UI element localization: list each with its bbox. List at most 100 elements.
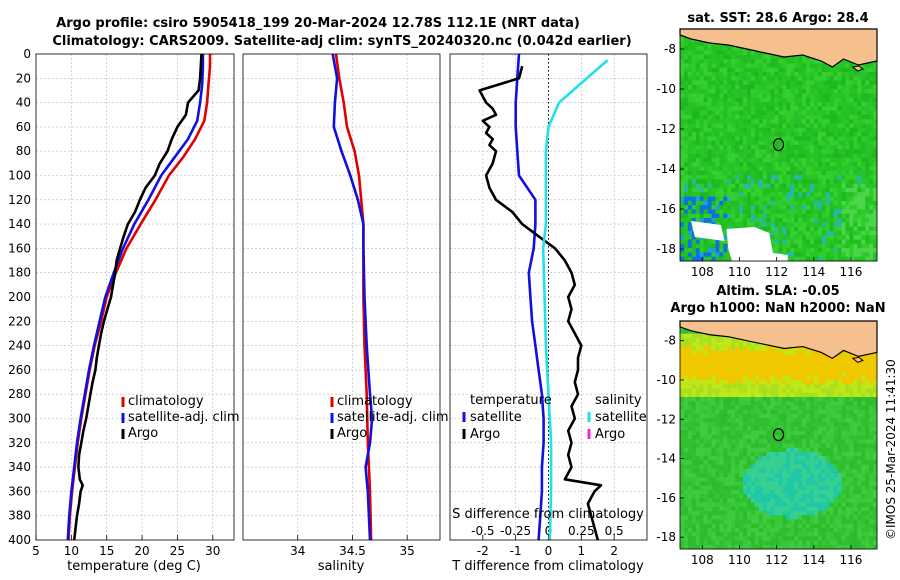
map-cell xyxy=(774,192,779,197)
map-cell xyxy=(813,252,819,258)
map-cell xyxy=(719,187,724,193)
map-cell xyxy=(762,67,768,73)
map-cell xyxy=(762,473,768,478)
map-cell xyxy=(695,127,701,133)
map-cell xyxy=(802,256,807,262)
map-cell xyxy=(790,192,795,197)
map-cell xyxy=(786,230,791,236)
map-cell xyxy=(683,536,689,541)
map-cell xyxy=(849,149,854,154)
map-cell xyxy=(829,127,835,133)
map-cell xyxy=(750,67,756,73)
map-cell xyxy=(683,205,689,210)
map-cell xyxy=(849,145,854,150)
map-cell xyxy=(691,375,697,381)
map-cell xyxy=(699,123,705,129)
map-cell xyxy=(687,157,693,163)
map-cell xyxy=(778,192,783,197)
map-cell xyxy=(857,166,862,172)
map-cell xyxy=(754,59,760,64)
map-cell xyxy=(750,375,756,381)
map-cell xyxy=(829,196,835,202)
map-cell xyxy=(687,363,693,368)
map-cell xyxy=(774,170,779,176)
map-cell xyxy=(766,166,772,172)
map-cell xyxy=(857,205,862,210)
map-cell xyxy=(699,93,705,99)
map-cell xyxy=(715,256,720,262)
y-tick-label: 20 xyxy=(16,71,31,85)
map-cell xyxy=(794,536,799,541)
map-cell xyxy=(774,110,779,116)
map-cell xyxy=(687,430,693,436)
map-cell xyxy=(774,418,779,423)
map-cell xyxy=(873,67,878,73)
map-cell xyxy=(873,149,878,154)
map-cell xyxy=(746,84,752,90)
map-cell xyxy=(731,519,736,525)
map-cell xyxy=(711,162,716,167)
map-cell xyxy=(817,401,823,406)
map-cell xyxy=(873,256,878,262)
map-cell xyxy=(778,388,783,394)
map-cell xyxy=(727,110,732,116)
map-cell xyxy=(743,162,748,167)
map-cell xyxy=(845,80,850,86)
map-cell xyxy=(833,93,838,99)
map-cell xyxy=(695,54,701,60)
map-cell xyxy=(680,375,685,381)
map-cell xyxy=(798,127,803,133)
map-cell xyxy=(837,213,842,219)
map-cell xyxy=(699,252,705,258)
map-cell xyxy=(798,192,803,197)
map-cell xyxy=(687,544,693,550)
map-cell xyxy=(680,235,685,240)
map-cell xyxy=(825,519,831,525)
map-cell xyxy=(782,430,787,436)
map-cell xyxy=(727,468,732,474)
map-cell xyxy=(810,166,815,172)
map-cell xyxy=(680,489,685,495)
map-cell xyxy=(782,536,787,541)
map-cell xyxy=(786,127,791,133)
map-cell xyxy=(758,346,764,351)
map-cell xyxy=(739,489,744,495)
map-cell xyxy=(798,136,803,142)
map-cell xyxy=(711,205,716,210)
map-cell xyxy=(699,519,705,525)
map-cell xyxy=(754,84,760,90)
map-cell xyxy=(806,380,811,385)
map-cell xyxy=(813,205,819,210)
map-cell xyxy=(794,71,799,77)
map-cell xyxy=(735,544,740,550)
map-cell xyxy=(719,426,724,432)
sla-map: 108 110 112 114 116-8-10-12-14-16-18 xyxy=(656,320,878,567)
map-cell xyxy=(813,175,819,180)
map-cell xyxy=(754,401,760,406)
map-cell xyxy=(719,114,724,120)
map-cell xyxy=(810,498,815,503)
map-cell xyxy=(774,468,779,474)
map-cell xyxy=(723,405,728,411)
map-cell xyxy=(790,76,795,81)
map-cell xyxy=(770,363,775,368)
map-cell xyxy=(821,485,827,491)
map-cell xyxy=(746,106,752,112)
map-cell xyxy=(703,544,708,550)
map-cell xyxy=(699,170,705,176)
map-cell xyxy=(782,473,787,478)
map-cell xyxy=(707,384,712,389)
map-cell xyxy=(786,532,791,537)
map-cell xyxy=(680,494,685,499)
map-cell xyxy=(806,371,811,377)
map-cell xyxy=(680,127,685,133)
map-cell xyxy=(762,367,768,373)
map-cell xyxy=(829,460,835,465)
map-cell xyxy=(719,76,724,81)
map-cell xyxy=(837,175,842,180)
map-cell xyxy=(683,239,689,245)
map-cell xyxy=(861,140,866,146)
map-cell xyxy=(813,367,819,373)
map-cell xyxy=(695,422,701,427)
map-cell xyxy=(817,140,823,146)
